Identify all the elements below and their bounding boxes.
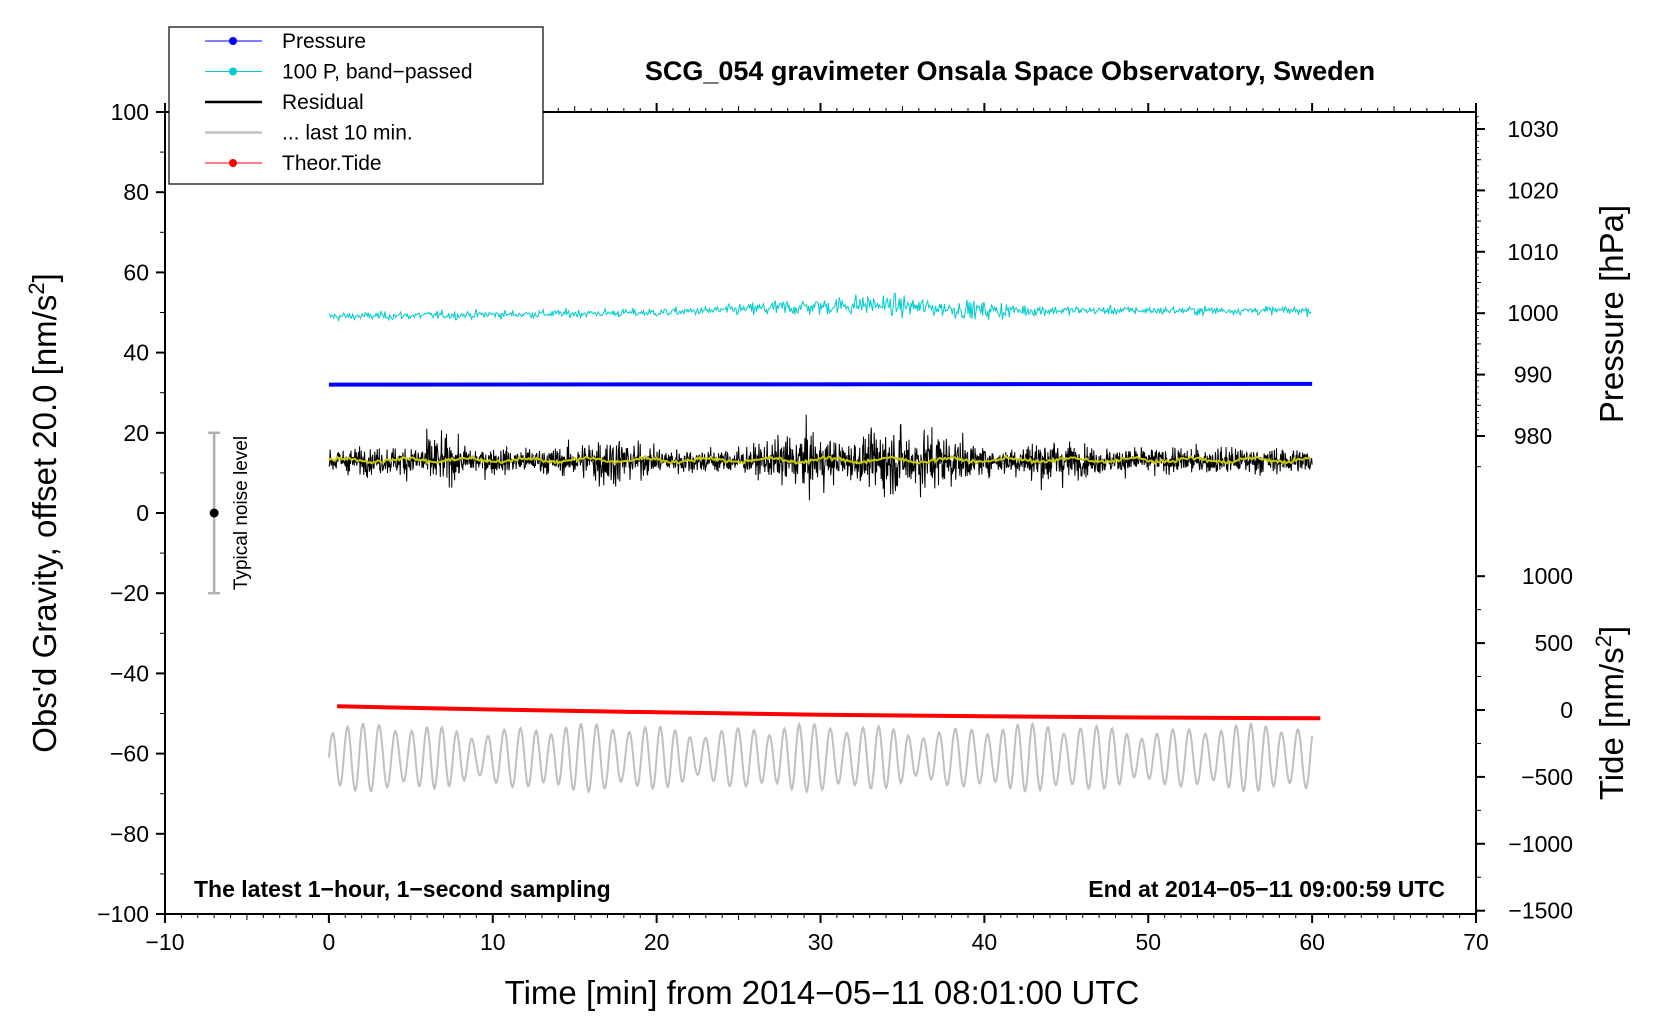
legend-label: ... last 10 min. [282, 122, 413, 145]
y-axis-right-tide: −1500 −1000 −500 0 500 1000 [1476, 563, 1573, 924]
legend-label: Pressure [282, 30, 366, 53]
y-axis-left-title-sup: 2 [24, 282, 49, 294]
y-right-tide-tick-label: 0 [1560, 697, 1573, 723]
y-left-tick-label: −100 [97, 901, 149, 927]
chart-title: SCG_054 gravimeter Onsala Space Observat… [645, 56, 1375, 86]
y-right-pressure-tick-label: 1000 [1507, 300, 1558, 326]
legend-label: 100 P, band−passed [282, 61, 473, 84]
x-axis: −10 0 10 20 30 40 50 60 70 [145, 103, 1489, 955]
y-right-tide-tick-label: −1000 [1508, 831, 1573, 857]
y-axis-left-title-end: ] [26, 273, 63, 282]
legend-marker [229, 37, 237, 45]
y-right-pressure-tick-label: 990 [1514, 362, 1552, 388]
legend-marker [229, 159, 237, 167]
y-right-pressure-tick-label: 980 [1514, 423, 1552, 449]
legend-label: Residual [282, 91, 364, 114]
y-left-tick-label: −60 [110, 741, 149, 767]
x-tick-label: −10 [145, 929, 184, 955]
y-left-tick-label: 40 [123, 340, 149, 366]
y-axis-left-title-main: Obs'd Gravity, offset 20.0 [nm/s [26, 295, 63, 753]
x-tick-label: 10 [480, 929, 506, 955]
x-tick-label: 0 [322, 929, 335, 955]
series-theor-tide [337, 704, 1321, 721]
x-tick-label: 70 [1463, 929, 1489, 955]
series-pressure [328, 381, 1313, 387]
x-tick-label: 30 [808, 929, 834, 955]
y-right-tide-tick-label: 1000 [1522, 563, 1573, 589]
annotation-end-time: End at 2014−05−11 09:00:59 UTC [1088, 876, 1445, 902]
y-axis-right-pressure: 980 990 1000 1010 1020 1030 [1476, 116, 1559, 468]
legend-label: Theor.Tide [282, 152, 382, 175]
series-last-10-min [327, 721, 1314, 795]
y-left-tick-label: 100 [111, 99, 149, 125]
y-left-tick-label: 0 [136, 500, 149, 526]
legend: Pressure 100 P, band−passed Residual ... la… [168, 26, 544, 185]
y-left-tick-label: −20 [110, 580, 149, 606]
y-right-pressure-tick-label: 1030 [1507, 116, 1558, 142]
legend-box [168, 26, 544, 185]
y-axis-right-tide-title-sup: 2 [1591, 635, 1616, 647]
noise-bar-label: Typical noise level [231, 436, 252, 590]
y-right-tide-tick-label: 500 [1535, 630, 1573, 656]
y-right-pressure-tick-label: 1020 [1507, 177, 1558, 203]
series-group [327, 292, 1321, 795]
series-band-passed [328, 292, 1312, 323]
y-left-tick-label: −40 [110, 660, 149, 686]
y-left-tick-label: 20 [123, 420, 149, 446]
noise-indicator: Typical noise level [208, 431, 252, 595]
y-axis-right-tide-title-main: Tide [nm/s [1593, 647, 1630, 800]
y-right-pressure-tick-label: 1010 [1507, 239, 1558, 265]
series-residual-smoothed [328, 454, 1311, 466]
y-left-tick-label: −80 [110, 821, 149, 847]
y-axis-right-tide-title-end: ] [1593, 626, 1630, 635]
y-axis-right-pressure-title: Pressure [hPa] [1593, 205, 1630, 423]
y-axis-right-tide-title: Tide [nm/s2] [1591, 626, 1630, 800]
y-right-tide-tick-label: −1500 [1508, 898, 1573, 924]
x-tick-label: 60 [1299, 929, 1325, 955]
y-left-tick-label: 80 [123, 179, 149, 205]
x-tick-label: 40 [972, 929, 998, 955]
y-left-tick-label: 60 [123, 259, 149, 285]
legend-marker [229, 67, 237, 76]
plot-frame [164, 111, 1477, 915]
y-axis-left-title: Obs'd Gravity, offset 20.0 [nm/s2] [24, 273, 63, 753]
x-axis-title: Time [min] from 2014−05−11 08:01:00 UTC [505, 974, 1140, 1011]
y-right-tide-tick-label: −500 [1521, 764, 1573, 790]
annotation-sampling: The latest 1−hour, 1−second sampling [194, 876, 611, 902]
y-axis-left: −100 −80 −60 −40 −20 0 20 40 60 80 100 [97, 99, 165, 927]
x-tick-label: 50 [1135, 929, 1161, 955]
noise-bar-center [209, 508, 219, 518]
series-residual [328, 414, 1313, 501]
x-tick-label: 20 [644, 929, 670, 955]
